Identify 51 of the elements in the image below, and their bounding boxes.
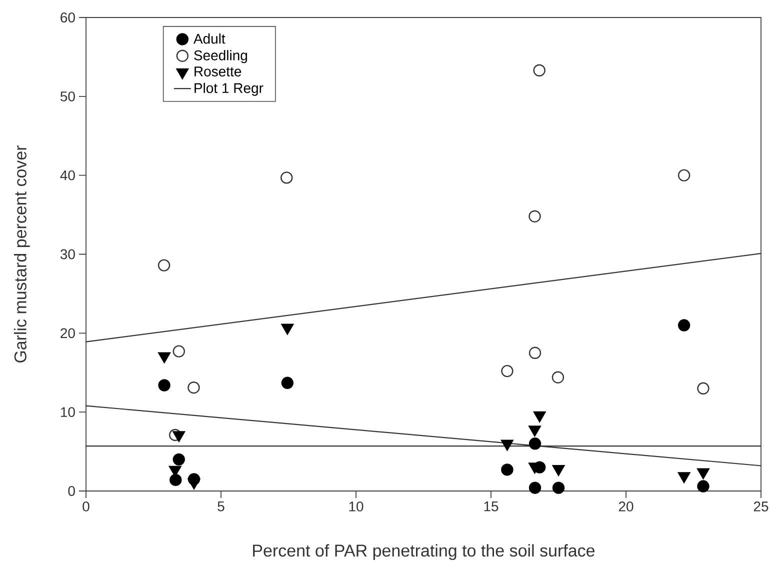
- point: [697, 480, 710, 492]
- point: [528, 482, 542, 494]
- x-axis-title: Percent of PAR penetrating to the soil surface: [253, 544, 595, 560]
- point: [172, 453, 185, 466]
- point: [552, 465, 565, 476]
- point: [158, 379, 170, 392]
- point: [188, 382, 200, 394]
- x-tick-label: 25: [754, 502, 768, 512]
- x-tick-label: 15: [484, 502, 498, 512]
- x-tick-label: 20: [618, 502, 634, 512]
- x-tick-label: 0: [82, 502, 90, 512]
- point: [169, 428, 182, 442]
- point: [678, 319, 690, 332]
- y-tick-label: 40: [60, 170, 75, 180]
- point: [678, 169, 690, 182]
- point: [678, 472, 690, 484]
- point: [528, 426, 541, 437]
- x-tick-label: 10: [349, 502, 364, 512]
- point: [697, 382, 710, 395]
- y-tick-label: 10: [60, 407, 75, 418]
- point: [552, 482, 565, 494]
- y-tick-label: 60: [60, 12, 75, 22]
- legend-label: Seedling: [194, 50, 248, 64]
- y-tick-label: 30: [60, 249, 75, 260]
- point: [158, 352, 171, 364]
- point: [500, 440, 514, 451]
- point: [172, 345, 185, 358]
- y-axis-title: Garlic mustard percent cover: [14, 145, 30, 363]
- legend-label: Rosette: [194, 66, 242, 76]
- point: [528, 210, 541, 222]
- point: [280, 172, 293, 184]
- point: [552, 371, 564, 384]
- point: [170, 474, 182, 486]
- point: [528, 346, 542, 359]
- x-tick-label: 5: [218, 502, 224, 512]
- point: [528, 438, 542, 450]
- legend-label: Plot 1 Regr: [194, 82, 264, 96]
- point: [281, 376, 294, 389]
- point: [281, 324, 294, 335]
- y-tick-label: 20: [60, 328, 75, 338]
- y-tick-label: 50: [60, 91, 75, 102]
- legend-label: Adult: [193, 33, 226, 44]
- point: [501, 464, 514, 476]
- y-tick-label: 0: [68, 486, 75, 496]
- point: [188, 478, 200, 490]
- point: [158, 259, 170, 272]
- point: [501, 364, 514, 378]
- point: [172, 431, 186, 442]
- point: [533, 411, 546, 422]
- point: [533, 64, 546, 76]
- point: [697, 468, 710, 480]
